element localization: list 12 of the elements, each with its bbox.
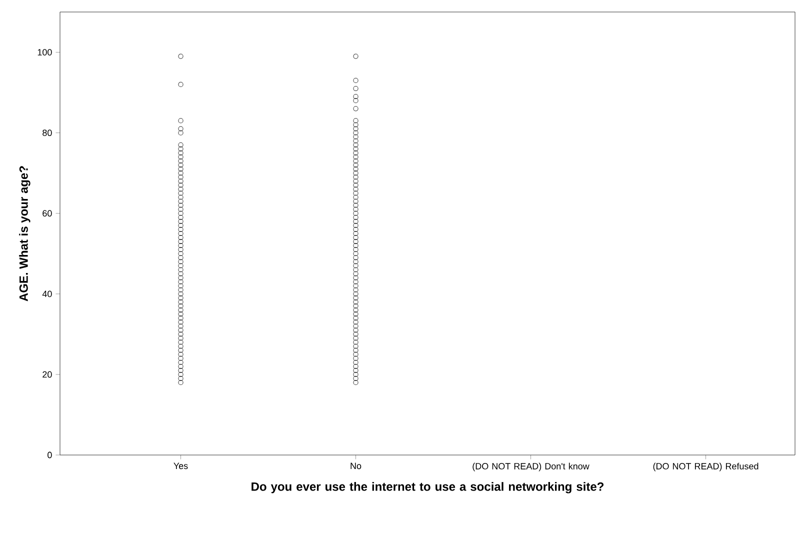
x-tick-label: (DO NOT READ) Don't know — [472, 462, 590, 472]
y-tick-label: 40 — [42, 290, 52, 298]
y-tick-label: 20 — [42, 371, 52, 378]
x-axis-title: Do you ever use the internet to use a social networking site? — [252, 482, 604, 494]
y-axis-title: AGE. What is your age? — [19, 166, 30, 302]
y-tick-label: 100 — [38, 49, 52, 56]
x-tick-label: Yes — [174, 462, 188, 470]
x-tick-label: (DO NOT READ) Refused — [653, 462, 758, 472]
y-tick-label: 60 — [42, 210, 52, 217]
y-tick-label: 0 — [48, 452, 52, 458]
x-tick-label: No — [350, 462, 362, 470]
y-tick-label: 80 — [42, 130, 52, 136]
